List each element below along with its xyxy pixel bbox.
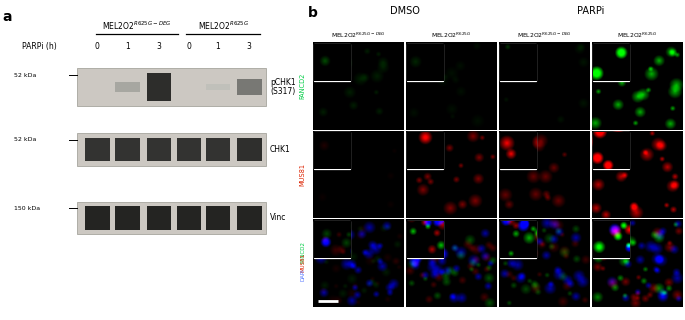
Bar	[147, 73, 171, 100]
Text: MEL2O2$^{R625G}$: MEL2O2$^{R625G}$	[198, 20, 249, 32]
Text: 150 kDa: 150 kDa	[14, 205, 40, 211]
Bar	[237, 206, 262, 230]
Bar	[593, 132, 629, 169]
Bar	[206, 206, 230, 230]
Bar	[314, 132, 350, 169]
Text: MEL2O2$^{R625G-DEG}$: MEL2O2$^{R625G-DEG}$	[331, 31, 386, 40]
Bar	[237, 138, 262, 161]
Bar	[206, 84, 230, 90]
Text: MUS81: MUS81	[300, 253, 306, 273]
Text: MEL2O2$^{R625G}$: MEL2O2$^{R625G}$	[616, 31, 658, 40]
Bar	[77, 68, 266, 106]
Text: 3: 3	[156, 42, 162, 51]
Text: 52 kDa: 52 kDa	[14, 73, 36, 78]
Bar	[115, 206, 140, 230]
Bar	[407, 132, 443, 169]
Bar	[77, 202, 266, 234]
Text: 1: 1	[216, 42, 220, 51]
Bar	[314, 221, 350, 258]
Text: MEL2O2$^{R625G-DEG}$: MEL2O2$^{R625G-DEG}$	[102, 20, 172, 32]
Bar	[77, 133, 266, 166]
Text: 0: 0	[95, 42, 100, 51]
Text: 0: 0	[186, 42, 192, 51]
Bar	[407, 221, 443, 258]
Text: DAPI: DAPI	[300, 268, 306, 281]
Text: b: b	[308, 6, 318, 20]
Text: FANCD2: FANCD2	[300, 241, 306, 263]
Text: 1: 1	[125, 42, 129, 51]
Bar	[593, 44, 629, 81]
Text: CHK1: CHK1	[270, 145, 290, 154]
Text: pCHK1
(S317): pCHK1 (S317)	[270, 78, 295, 96]
Bar	[85, 138, 110, 161]
Bar	[314, 44, 350, 81]
Text: PARPi: PARPi	[577, 6, 604, 16]
Text: 52 kDa: 52 kDa	[14, 137, 36, 142]
Text: PARPi (h): PARPi (h)	[22, 42, 57, 51]
Text: MEL2O2$^{R625G}$: MEL2O2$^{R625G}$	[431, 31, 471, 40]
Bar	[237, 79, 262, 95]
Text: DMSO: DMSO	[390, 6, 420, 16]
Bar	[85, 206, 110, 230]
Bar	[407, 44, 443, 81]
Text: FANCD2: FANCD2	[300, 73, 306, 99]
Bar	[499, 132, 536, 169]
Text: MEL2O2$^{R625G-DEG}$: MEL2O2$^{R625G-DEG}$	[516, 31, 571, 40]
Text: a: a	[3, 10, 12, 24]
Bar	[147, 138, 171, 161]
Bar	[593, 221, 629, 258]
Bar	[206, 138, 230, 161]
Bar	[499, 44, 536, 81]
Bar	[115, 138, 140, 161]
Text: MUS81: MUS81	[300, 163, 306, 186]
Bar	[115, 82, 140, 92]
Bar	[147, 206, 171, 230]
Bar	[499, 221, 536, 258]
Text: Vinc: Vinc	[270, 213, 286, 222]
Bar	[177, 206, 201, 230]
Text: 3: 3	[247, 42, 252, 51]
Bar	[177, 138, 201, 161]
